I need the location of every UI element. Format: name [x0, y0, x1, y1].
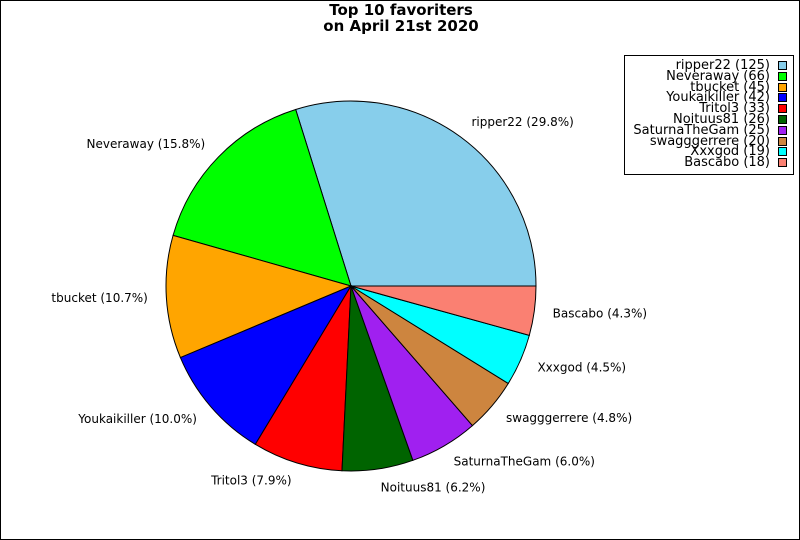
slice-label-noituus81: Noituus81 (6.2%): [381, 480, 486, 494]
legend-swatch: [778, 104, 787, 114]
legend-swatch: [778, 158, 787, 168]
legend-item-xxxgod: Xxxgod (19): [690, 144, 787, 160]
legend-label: Bascabo (18): [684, 155, 770, 171]
legend-item-noituus81: Noituus81 (26): [673, 112, 787, 127]
legend-swatch: [778, 136, 787, 146]
legend-item-ripper22: ripper22 (125): [675, 58, 787, 73]
slice-label-tritol3: Tritol3 (7.9%): [210, 474, 292, 488]
legend-item-tritol3: Tritol3 (33): [699, 101, 787, 117]
legend-label: ripper22 (125): [675, 58, 770, 73]
legend-swatch: [778, 82, 787, 92]
legend-item-swagggerrere: swagggerrere (20): [649, 133, 787, 149]
legend-label: tbucket (45): [690, 79, 770, 95]
legend-item-neveraway: Neveraway (66): [666, 68, 787, 84]
slice-label-youkaikiller: Youkaikiller (10.0%): [77, 412, 197, 426]
legend-label: Tritol3 (33): [699, 101, 770, 117]
slice-label-swagggerrere: swagggerrere (4.8%): [506, 411, 632, 425]
title-line-2: on April 21st 2020: [323, 17, 479, 35]
legend-swatch: [778, 115, 787, 124]
legend-item-tbucket: tbucket (45): [690, 79, 787, 95]
pie-slice-neveraway: [172, 108, 352, 287]
legend-swatch: [778, 61, 787, 70]
pie-slice-ripper22: [295, 100, 537, 287]
legend-item-youkaikiller: Youkaikiller (42): [666, 90, 787, 106]
chart-title: Top 10 favoriters on April 21st 2020: [1, 1, 799, 35]
legend-label: Noituus81 (26): [673, 112, 770, 127]
slice-label-ripper22: ripper22 (29.8%): [471, 115, 573, 129]
slice-label-xxxgod: Xxxgod (4.5%): [537, 361, 626, 375]
legend: ripper22 (125) Neveraway (66) tbucket (45)…: [624, 55, 794, 175]
pie-slice-tbucket: [165, 234, 353, 359]
slice-label-tbucket: tbucket (10.7%): [51, 291, 147, 305]
pie-slice-tritol3: [254, 285, 352, 472]
pie-slice-youkaikiller: [179, 284, 353, 446]
legend-swatch: [778, 147, 787, 157]
slice-label-saturnathegam: SaturnaTheGam (6.0%): [454, 455, 595, 469]
slice-label-neveraway: Neveraway (15.8%): [87, 137, 206, 151]
legend-swatch: [778, 125, 787, 135]
legend-label: Youkaikiller (42): [666, 90, 770, 106]
legend-label: swagggerrere (20): [649, 133, 770, 149]
title-line-1: Top 10 favoriters: [329, 1, 473, 19]
pie-slice-bascabo: [350, 285, 537, 336]
legend-swatch: [778, 71, 787, 81]
legend-item-saturnathegam: SaturnaTheGam (25): [633, 122, 787, 138]
legend-label: SaturnaTheGam (25): [633, 122, 770, 138]
legend-swatch: [778, 93, 787, 103]
legend-item-bascabo: Bascabo (18): [684, 155, 787, 171]
legend-label: Xxxgod (19): [690, 144, 770, 160]
legend-label: Neveraway (66): [666, 68, 770, 84]
slice-label-bascabo: Bascabo (4.3%): [553, 306, 647, 320]
